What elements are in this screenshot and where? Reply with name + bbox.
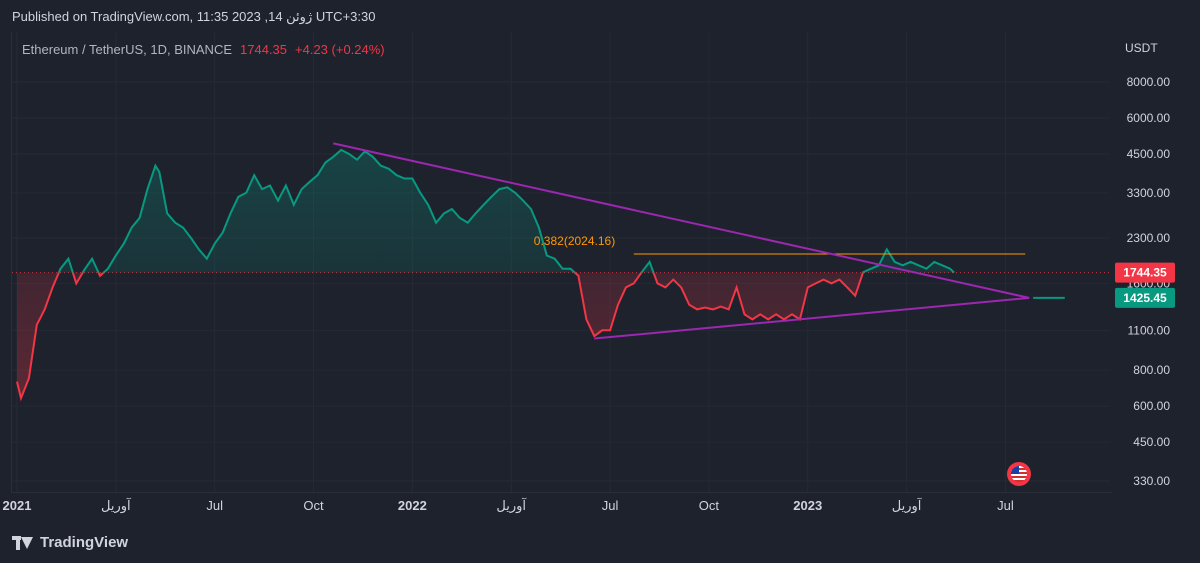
y-tick-label: 4500.00 xyxy=(1127,147,1171,161)
x-tick-label: آوریل xyxy=(101,497,132,514)
target-price-badge xyxy=(1115,287,1175,308)
tradingview-logo-icon xyxy=(12,535,34,550)
us-flag-icon[interactable] xyxy=(1007,462,1031,486)
target-price-label: 1425.45 xyxy=(1123,291,1167,305)
x-tick-label: 2023 xyxy=(793,498,822,513)
price-axis[interactable] xyxy=(1112,32,1200,492)
y-tick-label: 1100.00 xyxy=(1128,323,1171,337)
chart-legend: Ethereum / TetherUS, 1D, BINANCE 1744.35… xyxy=(22,42,385,57)
y-tick-label: 6000.00 xyxy=(1127,111,1171,125)
published-header: Published on TradingView.com, 11:35 2023… xyxy=(12,9,376,24)
legend-last-price: 1744.35 xyxy=(240,42,288,57)
area-fill-below xyxy=(17,272,863,399)
last-price-label: 1744.35 xyxy=(1123,266,1167,280)
x-tick-label: 2021 xyxy=(3,498,32,513)
y-tick-label: 450.00 xyxy=(1133,435,1170,449)
trendline-lower xyxy=(594,296,1030,340)
x-tick-label: Oct xyxy=(303,498,324,513)
y-tick-label: 2300.00 xyxy=(1127,231,1171,245)
y-tick-label: 600.00 xyxy=(1133,399,1170,413)
x-tick-label: 2022 xyxy=(398,498,427,513)
legend-symbol[interactable]: Ethereum / TetherUS, 1D, BINANCE xyxy=(22,42,233,57)
fib-label: 0.382(2024.16) xyxy=(534,234,615,248)
y-tick-label: 800.00 xyxy=(1133,363,1170,377)
last-price-badge xyxy=(1115,262,1175,283)
brand-name: TradingView xyxy=(40,534,129,551)
x-tick-label: آوریل xyxy=(496,497,527,514)
area-fill-above xyxy=(17,149,955,273)
y-tick-label: 330.00 xyxy=(1133,474,1170,488)
x-tick-label: آوریل xyxy=(892,497,923,514)
y-tick-label: 3300.00 xyxy=(1127,186,1171,200)
trendline-upper xyxy=(333,142,1030,299)
x-tick-label: Jul xyxy=(602,498,619,513)
tradingview-logo[interactable]: TradingView xyxy=(12,534,128,551)
currency-label[interactable]: USDT xyxy=(1125,41,1158,55)
x-tick-label: Oct xyxy=(699,498,720,513)
legend-change: +4.23 (+0.24%) xyxy=(295,42,385,57)
y-tick-label: 8000.00 xyxy=(1127,75,1171,89)
x-tick-label: Jul xyxy=(206,498,223,513)
series-line-above xyxy=(57,148,955,273)
x-tick-label: Jul xyxy=(997,498,1014,513)
